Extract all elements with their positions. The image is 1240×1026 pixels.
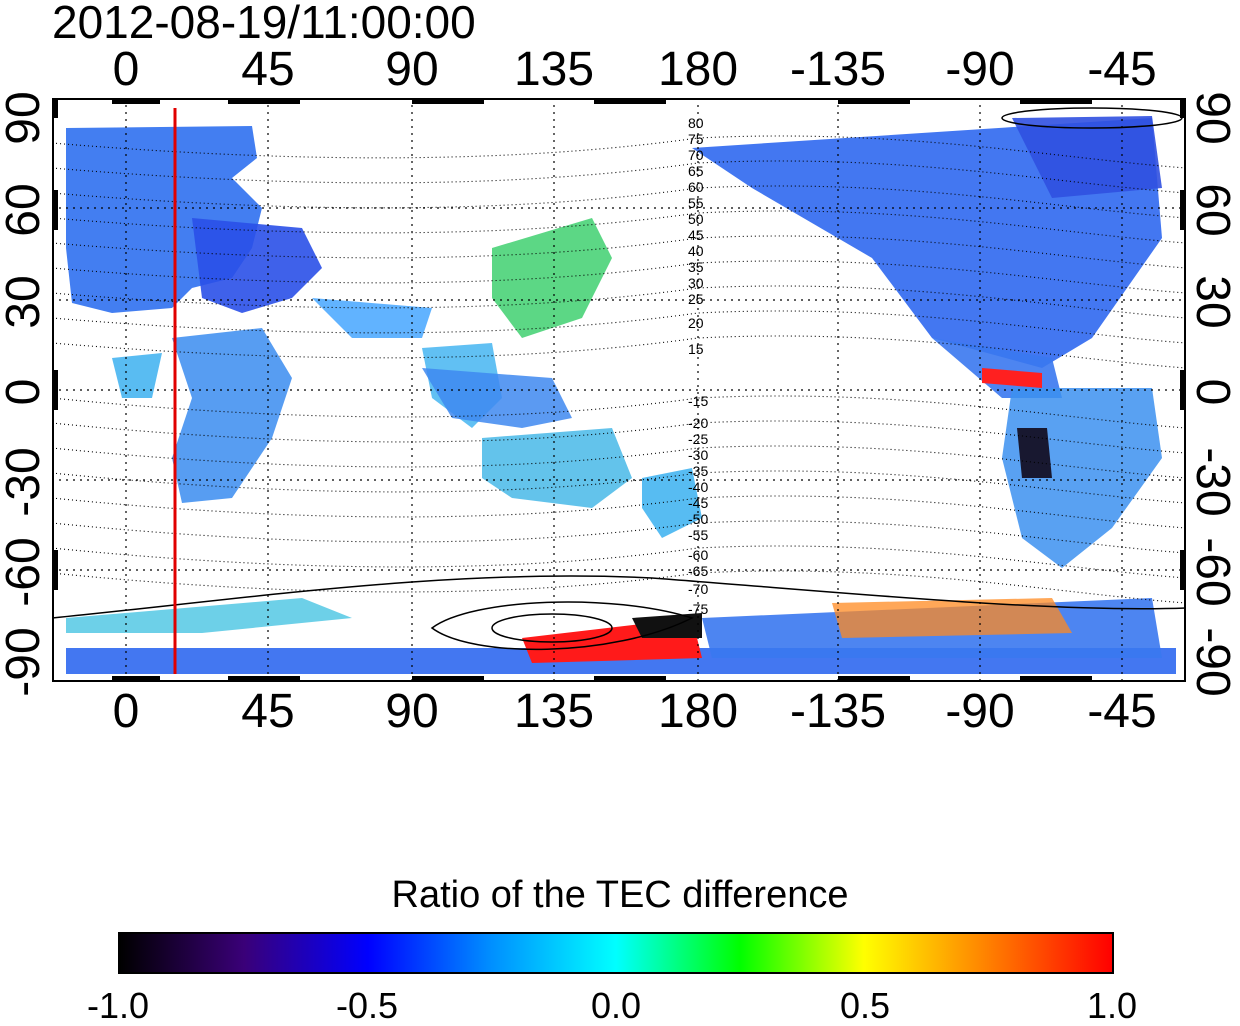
top-tick-label: -135	[789, 43, 887, 96]
bottom-tick-label: -90	[945, 685, 1015, 738]
contour-label: 15	[688, 341, 704, 357]
tec-dark-peru	[1017, 428, 1052, 478]
contour-label: -35	[688, 463, 708, 479]
contour-label: 65	[688, 163, 704, 179]
top-tick-label: 90	[385, 43, 439, 96]
colorbar-title: Ratio of the TEC difference	[391, 874, 849, 916]
tec-region-eastern-europe	[192, 218, 322, 313]
grid-layer	[52, 98, 1186, 682]
contour-label: 80	[688, 115, 704, 131]
bottom-tick-label: -135	[789, 685, 887, 738]
left-lat-tick-label: 0	[0, 378, 50, 406]
top-tick-label: 180	[657, 43, 739, 96]
left-lat-tick-label: -60	[0, 537, 50, 607]
contour-label: -70	[688, 581, 708, 597]
contour-label: -55	[688, 527, 708, 543]
bottom-tick-label: 45	[241, 685, 295, 738]
right-lat-tick-label: 90	[1186, 91, 1239, 145]
contour-label: 45	[688, 227, 704, 243]
colorbar-tick-label: 0.0	[590, 985, 642, 1026]
left-lat-tick-label: 30	[0, 275, 50, 329]
contour-label: 55	[688, 195, 704, 211]
bottom-tick-label: 135	[513, 685, 595, 738]
tec-region-antarctic-hot	[832, 598, 1072, 638]
colorbar	[118, 932, 1114, 974]
contour-label: -15	[688, 393, 708, 409]
contour-label: 70	[688, 147, 704, 163]
contour-label: -50	[688, 511, 708, 527]
contour-label: 20	[688, 315, 704, 331]
contour-label: 75	[688, 131, 704, 147]
axis-ticks	[52, 98, 1186, 682]
tec-region-antarctic-dark	[632, 613, 702, 638]
top-tick-label: 0	[112, 43, 140, 96]
left-lat-tick-label: -90	[0, 627, 50, 697]
contour-label: 50	[688, 211, 704, 227]
right-lat-tick-label: 30	[1186, 275, 1239, 329]
colorbar-tick-label: -0.5	[335, 985, 399, 1026]
tec-region-greenland	[1012, 116, 1162, 198]
tec-region-africa	[172, 328, 292, 503]
right-lat-tick-label: -90	[1186, 627, 1239, 697]
bottom-tick-label: 0	[112, 685, 140, 738]
contour-labels: 80 75 70 65 60 55 50 45 40 35 30 25 20 1…	[688, 115, 708, 617]
tec-hotspot-central-america	[982, 368, 1042, 388]
contour-label: -75	[688, 601, 708, 617]
tec-map-plot: 80 75 70 65 60 55 50 45 40 35 30 25 20 1…	[52, 98, 1186, 682]
contour-label: 35	[688, 259, 704, 275]
contour-label: -45	[688, 495, 708, 511]
contour-label: -60	[688, 547, 708, 563]
contour-label: 25	[688, 291, 704, 307]
left-lat-tick-label: -30	[0, 447, 50, 517]
bottom-tick-label: -45	[1087, 685, 1157, 738]
bottom-tick-label: 90	[385, 685, 439, 738]
top-tick-label: 45	[241, 43, 295, 96]
right-lat-tick-label: -30	[1186, 447, 1239, 517]
tec-region-middle-east	[312, 298, 432, 338]
contour-label: -65	[688, 563, 708, 579]
contour-label: 30	[688, 275, 704, 291]
contour-label: -40	[688, 479, 708, 495]
colorbar-tick-label: 1.0	[1086, 985, 1138, 1026]
tec-region-antarctic-west	[66, 598, 352, 633]
tec-region-new-zealand	[642, 468, 702, 538]
right-lat-tick-label: -60	[1186, 537, 1239, 607]
bottom-tick-label: 180	[657, 685, 739, 738]
bottom-longitude-axis: 0 45 90 135 180 -135 -90 -45	[0, 684, 1240, 744]
top-tick-label: -90	[945, 43, 1015, 96]
tec-region-west-africa	[112, 353, 162, 398]
right-lat-tick-label: 0	[1186, 378, 1239, 406]
colorbar-tick-label: -1.0	[86, 985, 150, 1026]
top-tick-label: 135	[513, 43, 595, 96]
tec-region-se-asia	[422, 368, 572, 428]
left-lat-tick-label: 60	[0, 183, 50, 237]
top-tick-label: -45	[1087, 43, 1157, 96]
contour-label: -30	[688, 447, 708, 463]
contour-label: -25	[688, 431, 708, 447]
colorbar-tick-label: 0.5	[839, 985, 891, 1026]
contour-label: -20	[688, 415, 708, 431]
top-longitude-axis: 0 45 90 135 180 -135 -90 -45	[0, 42, 1240, 102]
contour-label: 40	[688, 243, 704, 259]
left-lat-tick-label: 90	[0, 91, 50, 145]
right-lat-tick-label: 60	[1186, 183, 1239, 237]
tec-region-australia	[482, 428, 632, 508]
map-title: 2012-08-19/11:00:00	[52, 0, 476, 48]
map-border	[52, 98, 1186, 682]
tec-data-layer	[66, 116, 1176, 674]
contour-label: 60	[688, 179, 704, 195]
